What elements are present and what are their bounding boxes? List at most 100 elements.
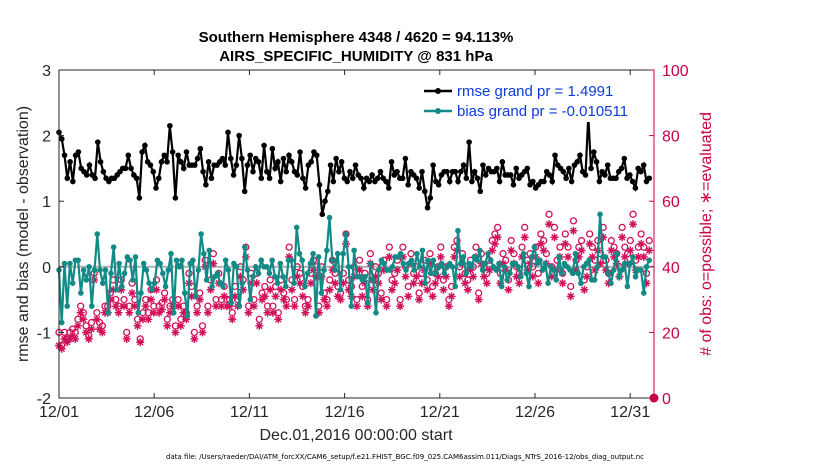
obs-evaluated-marker [355,266,364,275]
y-tick-label: -2 [37,391,51,408]
bias-point [244,267,251,273]
y-axis-right-label: # of obs: o=possible; ∗=evaluated [698,112,715,356]
rmse-point [200,168,206,175]
bias-point [578,280,584,287]
obs-evaluated-marker [63,338,72,347]
rmse-point [169,149,176,155]
bias-point [367,260,374,267]
rmse-line [57,115,651,215]
bias-point [299,257,306,264]
obs-possible-marker [399,243,407,251]
obs-evaluated-marker [415,295,424,304]
bias-point [132,254,139,260]
rmse-point [374,175,381,182]
rmse-point [147,162,154,168]
rmse-point [430,162,436,168]
bias-point [102,267,109,273]
rmse-point [277,178,284,185]
bias-point [88,303,95,309]
bias-point [340,250,346,257]
bias-point [441,270,448,277]
rmse-point [286,152,292,159]
obs-evaluated-marker [628,220,637,229]
obs-evaluated-marker [515,279,524,288]
bias-point [608,280,614,287]
obs-evaluated-marker [147,295,156,304]
bias-point [113,286,120,293]
bias-point [334,250,341,257]
obs-evaluated-marker [325,285,334,294]
obs-evaluated-marker [385,252,394,261]
obs-possible-marker [493,223,502,232]
obs-evaluated-marker [645,246,654,255]
bias-point [575,270,581,277]
y-tick-label: 1 [42,194,51,211]
rmse-point [228,155,234,162]
y-axis-label: rmse and bias (model - observation) [15,106,32,362]
bias-point [192,293,199,300]
bias-point [375,267,382,273]
bias-point [236,303,243,309]
bias-point [638,267,644,273]
rmse-point [416,185,423,191]
obs-evaluated-marker [463,285,472,294]
rmse-point [474,175,481,182]
rmse-point [142,142,148,149]
rmse-point [469,178,475,185]
bias-point [345,264,352,270]
bias-point [310,250,316,257]
obs-evaluated-marker [106,295,115,304]
obs-evaluated-marker [517,252,526,261]
obs-evaluated-marker [166,308,175,317]
obs-evaluated-marker [599,233,608,242]
bias-point [351,247,357,254]
bias-point [507,270,513,277]
bias-point [326,214,333,221]
rmse-point [136,195,143,201]
obs-possible-marker [518,243,526,251]
rmse-point [133,175,140,182]
obs-evaluated-marker [577,246,586,255]
rmse-point [399,175,406,182]
obs-evaluated-marker [155,308,164,317]
obs-evaluated-marker [585,239,594,248]
bias-point [181,290,188,296]
obs-evaluated-marker [228,315,237,324]
bias-point [293,224,300,231]
obs-evaluated-marker [249,302,258,311]
obs-evaluated-marker [60,334,69,343]
rmse-point [297,149,303,155]
bias-point [422,280,428,287]
rmse-point [460,162,467,168]
rmse-point [638,168,644,175]
bias-point [518,273,524,280]
obs-evaluated-marker [371,272,380,281]
obs-evaluated-marker [377,295,386,304]
bias-point [474,257,480,264]
rmse-point [269,145,276,152]
bias-point [332,267,338,273]
obs-evaluated-marker [564,252,573,261]
rmse-point [250,168,256,175]
obs-evaluated-marker [569,226,578,235]
x-tick-label: 12/26 [515,404,555,421]
rmse-point [280,155,287,162]
bias-point [400,260,407,267]
bias-point [119,283,125,290]
obs-possible-marker [521,223,529,232]
bias-point [586,257,592,264]
obs-possible-marker [577,236,586,245]
obs-evaluated-marker [171,328,180,337]
y-right-tick-label: 20 [662,325,680,342]
rmse-point [494,165,500,172]
bias-point [176,264,183,270]
obs-evaluated-marker [566,292,575,301]
rmse-point [344,178,350,185]
bias-point [515,264,521,270]
bias-point [195,267,202,273]
obs-evaluated-marker [317,272,326,281]
bias-point [80,267,87,273]
obs-evaluated-marker [266,285,275,294]
obs-evaluated-marker [382,302,391,311]
